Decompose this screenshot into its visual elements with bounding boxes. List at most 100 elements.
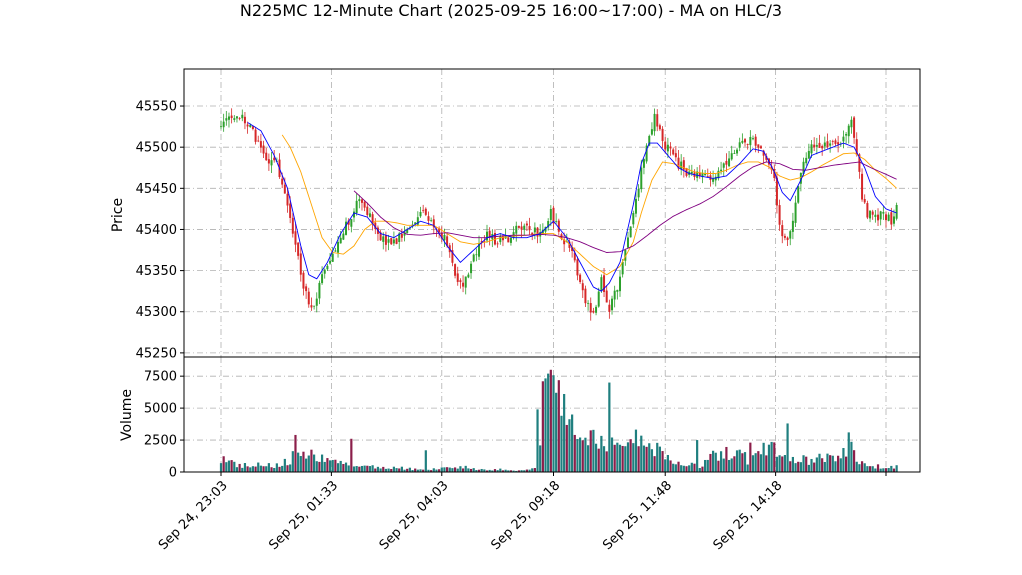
candle-body <box>353 211 355 218</box>
candle-body <box>765 155 768 160</box>
candle-body <box>874 214 877 217</box>
candle-body <box>831 141 834 142</box>
candle-body <box>810 144 813 154</box>
volume-bar <box>786 423 789 472</box>
volume-bar <box>666 454 669 472</box>
candle-body <box>220 126 222 128</box>
volume-bar <box>863 463 866 472</box>
candle-body <box>797 186 800 203</box>
volume-bar <box>640 435 643 472</box>
volume-bar <box>645 446 648 472</box>
candle-body <box>350 219 353 227</box>
candle-body <box>576 259 579 276</box>
candle-body <box>664 141 667 150</box>
candle-body <box>722 163 725 168</box>
volume-bar <box>773 442 776 472</box>
candle-body <box>642 159 645 168</box>
volume-bar <box>775 456 779 472</box>
volume-bar <box>459 466 462 472</box>
candle-body <box>267 159 270 164</box>
volume-bar <box>634 429 638 472</box>
price-gridlines <box>184 69 920 357</box>
volume-bar <box>422 469 425 472</box>
candle-body <box>483 240 486 242</box>
candle-body <box>600 277 603 291</box>
volume-bar <box>690 462 693 472</box>
volume-bar <box>586 445 590 472</box>
volume-bar <box>344 462 348 472</box>
candle-body <box>730 153 733 160</box>
candle-body <box>879 211 882 220</box>
volume-bar <box>313 454 316 472</box>
candle-body <box>728 158 731 167</box>
volume-bar <box>616 442 619 472</box>
candle-body <box>616 289 619 292</box>
volume-bar <box>411 470 414 472</box>
volume-bar <box>767 444 771 472</box>
candle-body <box>230 115 233 119</box>
volume-bar <box>291 451 294 472</box>
volume-bar <box>387 468 390 472</box>
volume-bar <box>451 468 454 472</box>
candle-body <box>366 206 369 216</box>
volume-bar <box>629 439 632 472</box>
volume-bar <box>600 435 603 472</box>
candle-body <box>802 161 805 175</box>
candle-body <box>422 209 425 211</box>
volume-bar <box>608 382 611 472</box>
candle-body <box>331 253 334 262</box>
volume-bar <box>709 453 712 472</box>
candle-body <box>762 150 765 156</box>
candle-body <box>658 125 661 130</box>
candle-body <box>696 171 699 178</box>
volume-bar <box>818 453 821 472</box>
candle-body <box>515 225 518 234</box>
volume-bar <box>453 467 457 472</box>
volume-bar <box>395 468 398 472</box>
volume-bar <box>866 466 869 472</box>
volume-bar <box>302 451 305 472</box>
candle-body <box>786 237 789 241</box>
volume-bar <box>501 470 505 472</box>
volume-bar <box>475 470 478 472</box>
volume-bar <box>517 470 521 472</box>
volume-bar <box>549 369 552 472</box>
candle-body <box>573 252 576 261</box>
volume-bar <box>685 466 688 472</box>
volume-bar <box>342 464 345 472</box>
volume-bar <box>493 469 497 472</box>
volume-bar <box>326 458 329 472</box>
volume-bar <box>789 461 792 472</box>
candle-body <box>496 243 499 245</box>
volume-bar <box>719 451 723 472</box>
candle-body <box>805 157 808 164</box>
candle-body <box>520 226 523 230</box>
volume-bar <box>289 464 292 472</box>
volume-bar <box>539 445 542 472</box>
candle-body <box>358 199 361 202</box>
volume-bar <box>797 461 800 472</box>
candle-body <box>863 198 866 203</box>
candle-body <box>323 269 326 274</box>
candle-body <box>456 273 459 282</box>
candle-body <box>885 214 887 221</box>
volume-bar <box>656 442 659 472</box>
candle-body <box>416 217 419 225</box>
candle-body <box>895 204 898 219</box>
candle-body <box>493 233 496 245</box>
volume-bar <box>443 467 446 472</box>
volume-bar <box>594 443 598 472</box>
candle-body <box>523 225 526 230</box>
volume-bar <box>496 470 499 472</box>
candle-body <box>749 136 752 146</box>
volume-bar <box>725 446 728 472</box>
volume-y-axis-label: Volume <box>119 389 135 441</box>
volume-bar <box>334 459 337 472</box>
candle-body <box>853 117 856 138</box>
volume-bar <box>360 465 364 472</box>
candle-body <box>717 170 720 179</box>
candle-body <box>720 169 723 172</box>
price-ytick-label: 45250 <box>136 346 177 361</box>
candle-body <box>406 229 409 234</box>
volume-bar <box>712 450 715 472</box>
